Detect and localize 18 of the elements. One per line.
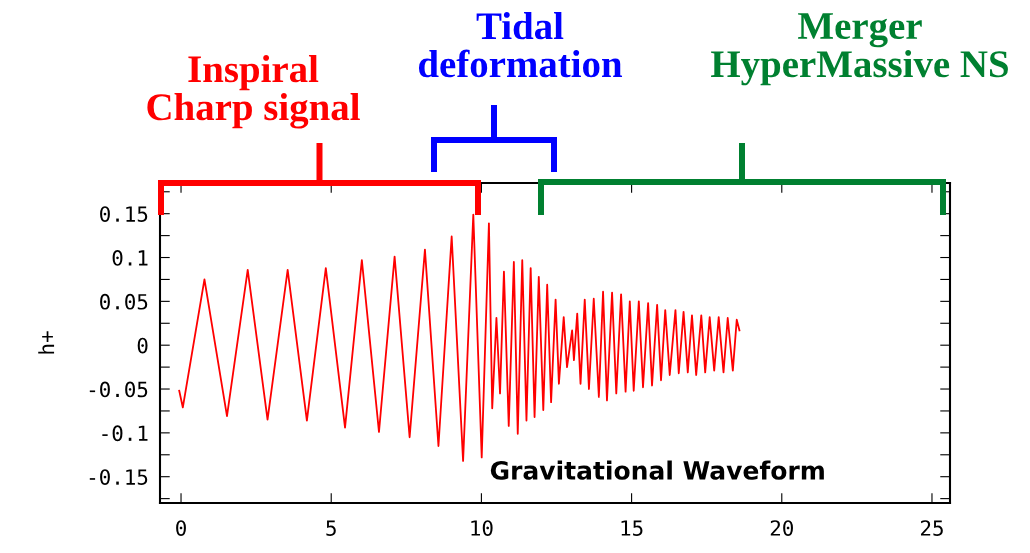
y-tick-label: -0.05 [89,381,148,398]
y-axis-title: h+ [38,331,55,354]
text: Tidal deformation [418,12,623,78]
y-tick-label: 0.05 [100,293,148,310]
y-tick-label: -0.15 [89,469,148,485]
y-tick-label: 0.15 [100,206,148,222]
text: Inspiral Charp signal [147,55,360,129]
x-tick-label: 10 [471,520,493,536]
x-tick-label: 0 [176,520,186,536]
text: Merger HyperMassive NS [711,13,1008,86]
annotation: Gravitational Waveform [490,460,824,480]
x-tick-label: 15 [621,520,643,536]
y-tick-label: 0.1 [112,250,148,266]
y-tick-label: 0 [137,337,148,354]
x-tick-label: 25 [920,520,943,536]
x-tick-label: 5 [326,520,336,536]
x-tick-label: 20 [770,520,793,536]
y-tick-label: -0.1 [102,425,148,442]
